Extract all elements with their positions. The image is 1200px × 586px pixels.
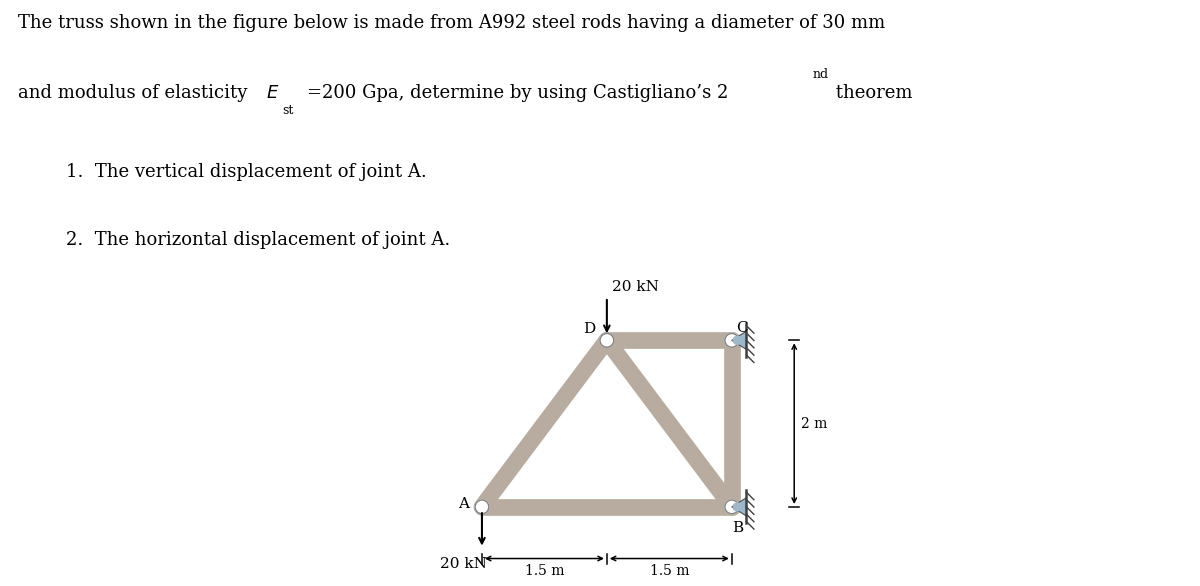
Text: 2 m: 2 m [800, 417, 827, 431]
Text: 2.  The horizontal displacement of joint A.: 2. The horizontal displacement of joint … [66, 231, 450, 248]
Text: D: D [583, 322, 595, 336]
Circle shape [600, 333, 613, 347]
Text: and modulus of elasticity: and modulus of elasticity [18, 84, 253, 103]
Text: =200 Gpa, determine by using Castigliano’s 2: =200 Gpa, determine by using Castigliano… [307, 84, 728, 103]
Polygon shape [732, 331, 746, 349]
Polygon shape [732, 498, 746, 516]
Text: theorem: theorem [830, 84, 913, 103]
Circle shape [733, 503, 742, 511]
Text: 1.5 m: 1.5 m [649, 564, 689, 578]
Circle shape [733, 336, 742, 345]
Circle shape [725, 500, 739, 514]
Text: 20 kN: 20 kN [612, 280, 659, 294]
Text: A: A [458, 498, 469, 512]
Text: 20 kN: 20 kN [440, 557, 487, 571]
Circle shape [725, 333, 739, 347]
Circle shape [475, 500, 488, 514]
Text: C: C [736, 321, 748, 335]
Text: 1.  The vertical displacement of joint A.: 1. The vertical displacement of joint A. [66, 163, 427, 181]
Text: B: B [732, 521, 743, 535]
Text: 1.5 m: 1.5 m [524, 564, 564, 578]
Text: nd: nd [812, 67, 828, 80]
Text: st: st [283, 104, 294, 117]
Text: The truss shown in the figure below is made from A992 steel rods having a diamet: The truss shown in the figure below is m… [18, 14, 886, 32]
Text: $E$: $E$ [266, 84, 280, 103]
